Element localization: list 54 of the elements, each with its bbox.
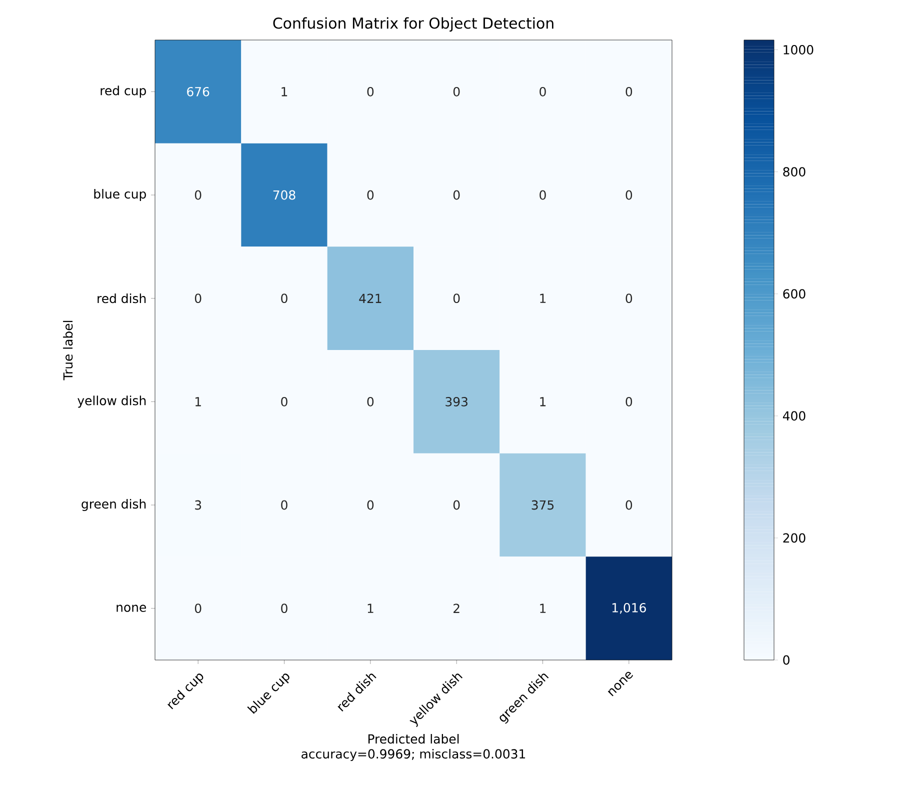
data-label: 0 (281, 294, 288, 304)
chart-title: Confusion Matrix for Object Detection (273, 17, 554, 32)
data-label: 0 (367, 396, 374, 406)
data-label: 0 (194, 294, 202, 304)
data-label: 0 (453, 500, 460, 510)
color-bar-label: 0 (783, 655, 790, 665)
data-label: 0 (281, 500, 288, 510)
x-tick-label: red cup (168, 674, 204, 710)
data-label: 1 (540, 397, 546, 406)
data-label: 0 (453, 294, 460, 304)
y-axis-title: True label (63, 320, 73, 380)
data-label: 0 (367, 86, 374, 96)
data-label: 1 (540, 294, 546, 303)
y-tick-label: red cup (100, 86, 146, 98)
x-axis-title: Predicted label (368, 734, 459, 744)
data-label: 1 (196, 397, 201, 406)
data-label: 393 (446, 396, 468, 406)
data-label: 0 (281, 396, 288, 406)
data-label: 676 (187, 86, 210, 96)
data-label: 0 (626, 500, 632, 510)
data-label: 0 (194, 190, 202, 200)
y-tick-label: blue cup (94, 188, 146, 202)
y-tick-label: red dish (98, 294, 146, 304)
data-label: 0 (626, 86, 632, 96)
color-bar-label: 600 (783, 289, 806, 299)
data-label: 0 (281, 604, 288, 614)
data-label: 421 (359, 294, 382, 303)
x-tick-label: red dish (338, 674, 376, 712)
y-tick-label: green dish (82, 498, 146, 512)
data-label: 0 (626, 294, 632, 304)
data-label: 1 (368, 604, 374, 613)
data-label: 1,016 (612, 602, 646, 614)
data-label: 708 (273, 190, 296, 200)
color-bar-label: 200 (783, 533, 806, 543)
data-label: 1 (540, 604, 546, 613)
data-label: 375 (532, 500, 554, 510)
color-bar-label: 400 (782, 411, 806, 421)
data-label: 0 (540, 190, 546, 200)
color-bar-label: 800 (783, 167, 806, 177)
data-label: 0 (453, 190, 460, 200)
data-label: 0 (540, 86, 546, 96)
data-label: 0 (453, 86, 460, 96)
data-label: 0 (626, 190, 632, 200)
data-label: 2 (454, 604, 460, 613)
text: accuracy=0.9969; misclass=0.0031 (302, 748, 526, 762)
data-label: 0 (626, 396, 632, 406)
y-tick-label: yellow dish (78, 396, 146, 408)
data-label: 0 (367, 190, 374, 200)
color-bar-label: 1000 (784, 45, 814, 54)
data-label: 1 (282, 87, 288, 96)
data-label: 0 (194, 604, 202, 614)
data-label: 3 (195, 500, 202, 510)
y-tick-label: none (116, 604, 146, 612)
data-label: 0 (367, 500, 374, 510)
